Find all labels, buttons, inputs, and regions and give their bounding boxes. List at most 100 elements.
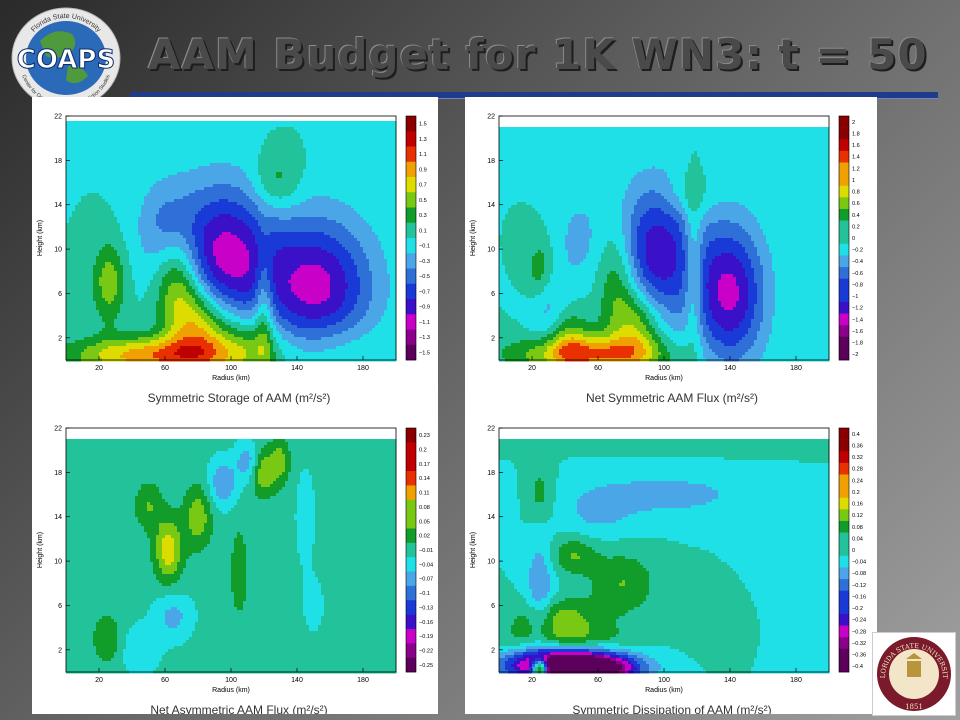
heatmap-cell bbox=[234, 172, 238, 176]
heatmap-cell bbox=[123, 223, 127, 227]
heatmap-cell bbox=[138, 130, 142, 134]
heatmap-cell bbox=[330, 193, 334, 197]
heatmap-cell bbox=[225, 187, 229, 191]
heatmap-cell bbox=[339, 157, 343, 161]
heatmap-cell bbox=[363, 136, 367, 140]
heatmap-cell bbox=[366, 169, 370, 173]
heatmap-cell bbox=[147, 184, 151, 188]
heatmap-cell bbox=[387, 199, 391, 203]
heatmap-cell bbox=[321, 181, 325, 185]
heatmap-cell bbox=[333, 181, 337, 185]
heatmap-cell bbox=[111, 151, 115, 155]
heatmap-cell bbox=[192, 208, 196, 212]
heatmap-cell bbox=[159, 148, 163, 152]
heatmap-cell bbox=[249, 184, 253, 188]
heatmap-cell bbox=[138, 235, 142, 239]
heatmap-cell bbox=[90, 247, 94, 251]
heatmap-cell bbox=[186, 208, 190, 212]
heatmap-cell bbox=[72, 208, 76, 212]
heatmap-cell bbox=[216, 136, 220, 140]
heatmap-cell bbox=[288, 253, 292, 257]
heatmap-cell bbox=[348, 229, 352, 233]
heatmap-cell bbox=[108, 124, 112, 128]
heatmap-cell bbox=[72, 121, 76, 125]
heatmap-cell bbox=[69, 187, 73, 191]
heatmap-cell bbox=[183, 151, 187, 155]
heatmap-cell bbox=[117, 232, 121, 236]
heatmap-cell bbox=[279, 127, 283, 131]
heatmap-cell bbox=[354, 199, 358, 203]
heatmap-cell bbox=[357, 163, 361, 167]
heatmap-cell bbox=[381, 253, 385, 257]
heatmap-cell bbox=[381, 232, 385, 236]
heatmap-cell bbox=[171, 241, 175, 245]
heatmap-cell bbox=[288, 130, 292, 134]
heatmap-cell bbox=[99, 232, 103, 236]
heatmap-cell bbox=[387, 226, 391, 230]
heatmap-cell bbox=[228, 196, 232, 200]
heatmap-cell bbox=[75, 166, 79, 170]
heatmap-cell bbox=[339, 241, 343, 245]
heatmap-cell bbox=[96, 124, 100, 128]
heatmap-cell bbox=[153, 127, 157, 131]
heatmap-cell bbox=[348, 214, 352, 218]
heatmap-cell bbox=[156, 157, 160, 161]
heatmap-cell bbox=[327, 127, 331, 131]
heatmap-cell bbox=[393, 184, 397, 188]
heatmap-cell bbox=[99, 244, 103, 248]
heatmap-cell bbox=[330, 247, 334, 251]
heatmap-cell bbox=[291, 133, 295, 137]
heatmap-cell bbox=[255, 184, 259, 188]
heatmap-cell bbox=[147, 163, 151, 167]
heatmap-cell bbox=[318, 163, 322, 167]
heatmap-cell bbox=[318, 124, 322, 128]
heatmap-cell bbox=[315, 241, 319, 245]
heatmap-cell bbox=[114, 172, 118, 176]
heatmap-cell bbox=[153, 205, 157, 209]
heatmap-cell bbox=[330, 202, 334, 206]
heatmap-cell bbox=[132, 154, 136, 158]
heatmap-cell bbox=[237, 208, 241, 212]
heatmap-cell bbox=[105, 217, 109, 221]
heatmap-cell bbox=[105, 208, 109, 212]
heatmap-cell bbox=[135, 169, 139, 173]
heatmap-cell bbox=[183, 145, 187, 149]
heatmap-cell bbox=[198, 124, 202, 128]
heatmap-cell bbox=[258, 205, 262, 209]
heatmap-cell bbox=[393, 124, 397, 128]
heatmap-cell bbox=[291, 178, 295, 182]
heatmap-cell bbox=[123, 214, 127, 218]
heatmap-cell bbox=[177, 139, 181, 143]
heatmap-cell bbox=[192, 226, 196, 230]
heatmap-cell bbox=[144, 211, 148, 215]
heatmap-cell bbox=[171, 253, 175, 257]
heatmap-cell bbox=[273, 211, 277, 215]
heatmap-cell bbox=[384, 229, 388, 233]
heatmap-cell bbox=[267, 253, 271, 257]
heatmap-cell bbox=[348, 133, 352, 137]
heatmap-cell bbox=[180, 214, 184, 218]
heatmap-cell bbox=[87, 139, 91, 143]
heatmap-cell bbox=[210, 190, 214, 194]
heatmap-cell bbox=[99, 136, 103, 140]
heatmap-cell bbox=[336, 199, 340, 203]
heatmap-cell bbox=[216, 133, 220, 137]
heatmap-cell bbox=[204, 136, 208, 140]
heatmap-cell bbox=[267, 250, 271, 254]
heatmap-cell bbox=[102, 232, 106, 236]
heatmap-cell bbox=[297, 214, 301, 218]
heatmap-cell bbox=[153, 223, 157, 227]
heatmap-cell bbox=[210, 157, 214, 161]
heatmap-cell bbox=[84, 145, 88, 149]
heatmap-cell bbox=[210, 160, 214, 164]
heatmap-cell bbox=[144, 250, 148, 254]
heatmap-cell bbox=[330, 190, 334, 194]
heatmap-cell bbox=[297, 142, 301, 146]
heatmap-cell bbox=[369, 250, 373, 254]
heatmap-cell bbox=[186, 232, 190, 236]
heatmap-cell bbox=[141, 145, 145, 149]
heatmap-cell bbox=[126, 175, 130, 179]
heatmap-cell bbox=[81, 145, 85, 149]
heatmap-cell bbox=[69, 244, 73, 248]
heatmap-cell bbox=[294, 250, 298, 254]
